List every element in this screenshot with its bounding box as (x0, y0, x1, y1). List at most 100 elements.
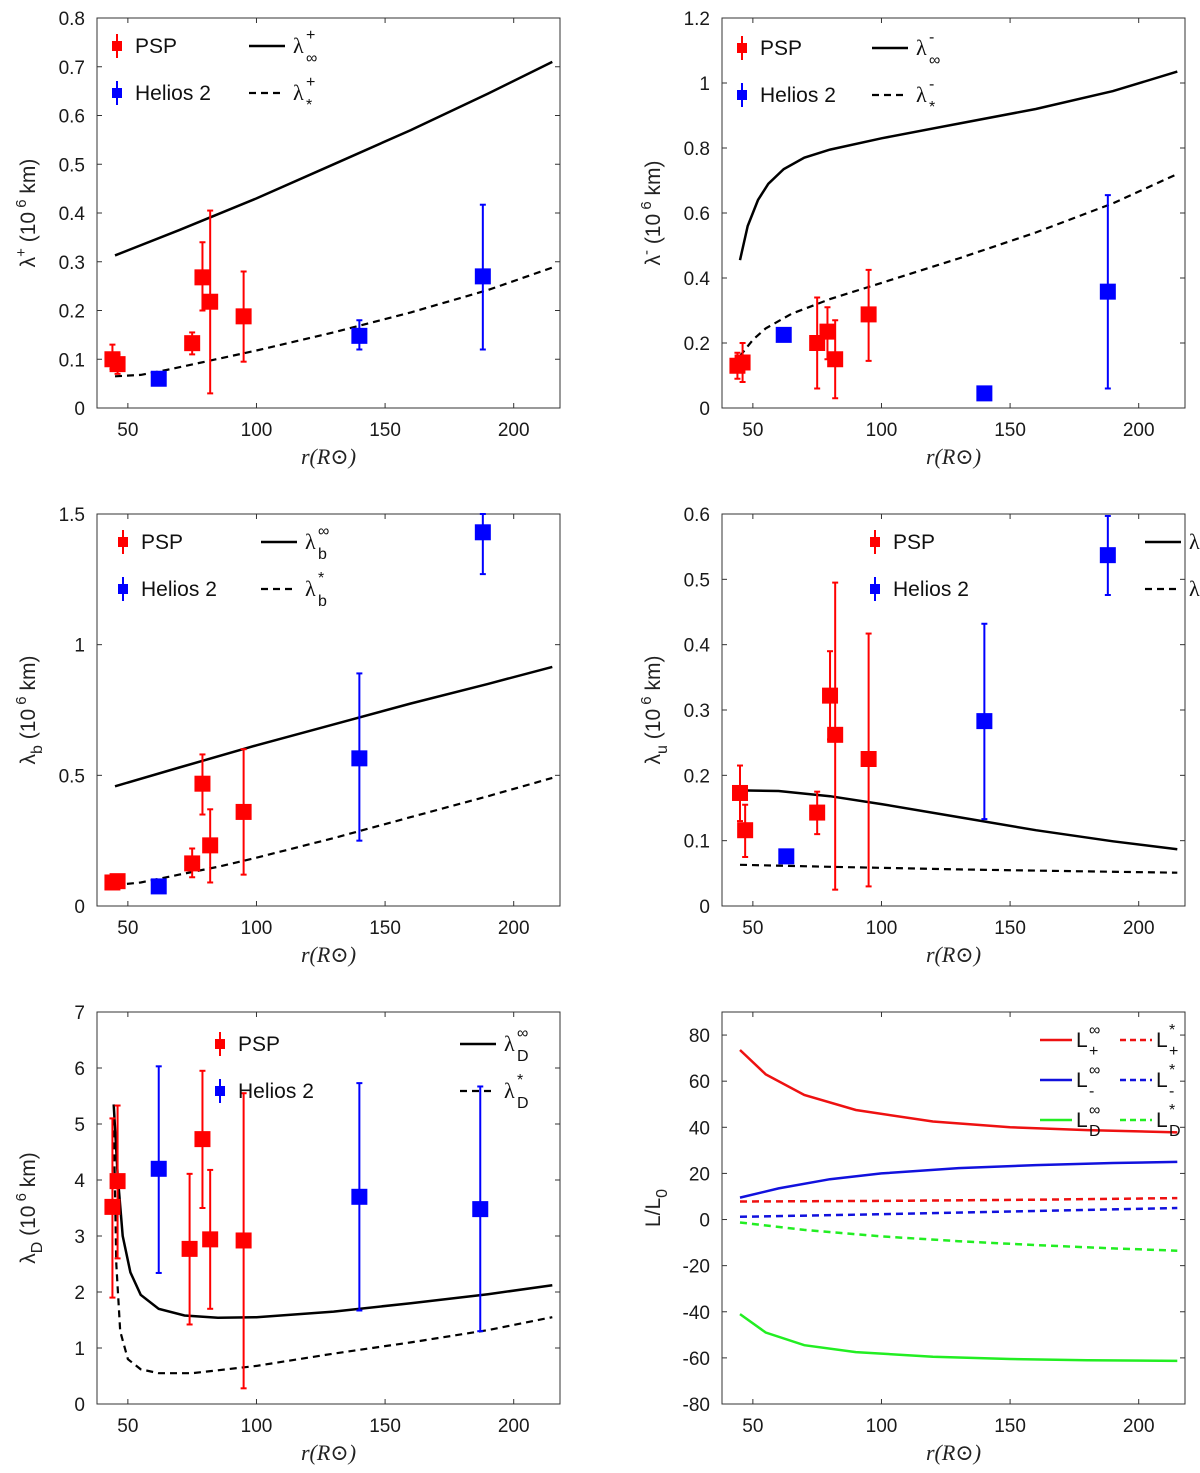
y-tick-label: 0.8 (684, 139, 710, 160)
x-tick-label: 50 (117, 1416, 138, 1437)
legend-inf-sub: ∞ (929, 52, 940, 69)
helios-legend-label: Helios 2 (238, 1080, 314, 1103)
helios-marker (150, 878, 167, 895)
psp-marker (109, 873, 126, 890)
y-tick-label: 0 (699, 897, 710, 918)
legend-inf: λ (305, 529, 316, 554)
legend-inf-sup: ∞ (517, 1025, 528, 1042)
helios-legend-marker (215, 1086, 225, 1096)
y-label-sup: - (638, 250, 655, 255)
y-tick-label: 40 (689, 1118, 710, 1139)
x-tick-label: 100 (241, 1416, 273, 1437)
y-label-symbol: λ (17, 256, 40, 267)
helios-marker (1099, 547, 1116, 564)
y-tick-label: 0.3 (684, 701, 710, 722)
y-label-symbol: λ (642, 255, 665, 266)
legend-inf-sup: + (306, 27, 315, 44)
legend-sup: ∞ (1089, 1022, 1100, 1039)
helios-legend-marker (118, 584, 128, 594)
helios-legend-label: Helios 2 (760, 84, 836, 107)
y-label-unit: (10 (17, 1206, 40, 1242)
plot-area (96, 17, 561, 409)
psp-marker (827, 351, 844, 368)
x-axis-label: r(R⊙) (301, 1440, 356, 1465)
y-tick-label: 5 (74, 1115, 85, 1136)
psp-marker (235, 308, 252, 325)
x-tick-label: 150 (994, 918, 1026, 939)
helios-marker (351, 327, 368, 344)
x-tick-label: 200 (498, 918, 530, 939)
x-axis-label: r(R⊙) (301, 444, 356, 469)
y-label-unit-end: km) (17, 656, 40, 697)
y-tick-label: 0 (74, 1395, 85, 1416)
model-curve-inf (114, 665, 553, 788)
x-tick-label: 150 (369, 918, 401, 939)
x-tick-label: 150 (994, 420, 1026, 441)
x-axis-label: r(R⊙) (926, 942, 981, 967)
model-curve-inf (114, 60, 553, 257)
y-tick-label: 0.4 (684, 269, 711, 290)
plot-area (721, 1011, 1186, 1405)
legend-star-sub: b (318, 593, 327, 610)
legend-symbol: L (1156, 1109, 1168, 1132)
legend-star-symbol: λ (916, 82, 927, 107)
x-tick-label: 50 (117, 420, 138, 441)
y-tick-label: 4 (74, 1171, 85, 1192)
y-label-exp: 6 (638, 696, 655, 709)
y-tick-label: 1.5 (59, 505, 85, 526)
y-label-symbol: L/L (642, 1198, 665, 1227)
helios-legend-label: Helios 2 (135, 82, 211, 105)
y-tick-label: 0.5 (59, 155, 85, 176)
legend-star-sub: * (306, 97, 312, 114)
legend-star-symbol: λ (305, 576, 316, 601)
y-tick-label: 7 (74, 1003, 85, 1024)
helios-marker (150, 1160, 167, 1177)
y-axis-label: L/L0 (642, 1189, 671, 1227)
plot-area (96, 513, 561, 907)
y-axis-label: λ+ (10 6 km) (13, 159, 40, 268)
panel-lambda_plus: 50 100 150 200 0 0.1 0.2 0.3 0.4 0.5 0.6 0.7 0.8 r(R⊙… (13, 9, 561, 469)
legend-symbol: L (1156, 1069, 1168, 1092)
legend-star-symbol: λ (504, 1078, 515, 1103)
series-line-minus-dashed (739, 1206, 1178, 1219)
helios-marker (778, 848, 795, 865)
helios-marker (351, 750, 368, 767)
legend-star-symbol: λ (293, 80, 304, 105)
psp-marker (181, 1240, 198, 1257)
psp-legend-marker (870, 537, 880, 547)
y-label-symbol: λ (642, 753, 665, 764)
helios-legend-label: Helios 2 (141, 578, 217, 601)
x-axis-label: r(R⊙) (926, 444, 981, 469)
y-label-sub: D (29, 1242, 46, 1254)
y-label-unit-end: km) (17, 159, 40, 200)
y-tick-label: 0 (74, 897, 85, 918)
y-tick-label: 1 (699, 74, 710, 95)
legend-inf: λ (293, 33, 304, 58)
x-tick-label: 50 (742, 1416, 763, 1437)
helios-marker (775, 326, 792, 343)
y-tick-label: -80 (683, 1395, 710, 1416)
y-tick-label: 0.3 (59, 253, 85, 274)
legend-star: λ (504, 1078, 515, 1103)
y-label-exp: 6 (13, 199, 30, 212)
legend-inf-symbol: λ (293, 33, 304, 58)
x-tick-label: 150 (369, 1416, 401, 1437)
legend-inf-symbol: λ (916, 35, 927, 60)
plot-area (96, 1011, 561, 1405)
y-label-symbol: λ (17, 1253, 40, 1264)
helios-legend-label: Helios 2 (893, 578, 969, 601)
y-axis-label: λ- (10 6 km) (638, 160, 665, 265)
psp-legend-label: PSP (238, 1033, 280, 1056)
legend-sup: * (1169, 1062, 1175, 1079)
psp-marker (860, 751, 877, 767)
y-tick-label: 0.1 (684, 832, 710, 853)
model-curve-star (114, 266, 553, 378)
psp-marker (809, 804, 826, 821)
legend-star: λ (1189, 576, 1200, 601)
psp-marker (184, 335, 201, 352)
y-tick-label: 6 (74, 1059, 85, 1080)
legend-inf-symbol: λ (504, 1031, 515, 1056)
y-tick-label: 0.2 (684, 766, 710, 787)
y-tick-label: 0.2 (59, 302, 85, 323)
